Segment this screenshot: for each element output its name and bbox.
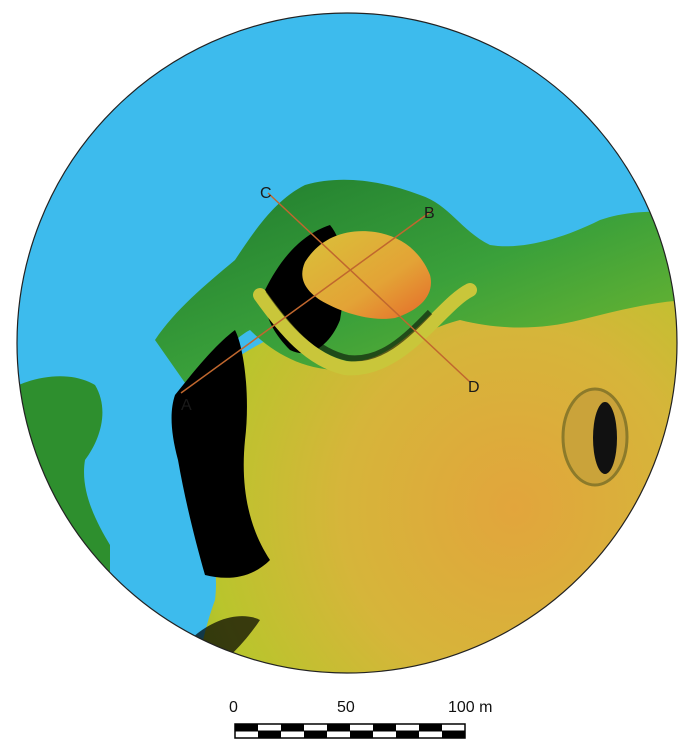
profile-line-a-b (180, 209, 434, 394)
scale-segment (235, 724, 258, 731)
scale-label-100m: 100 m (448, 699, 492, 716)
scale-segment (396, 731, 419, 738)
scale-segment (281, 724, 304, 731)
scale-segment (304, 731, 327, 738)
profile-line-c-d (267, 192, 471, 383)
point-label-d: D (468, 379, 480, 396)
scale-segment (350, 731, 373, 738)
scale-label-50: 50 (337, 699, 355, 716)
scale-segment (419, 724, 442, 731)
point-label-c: C (260, 185, 272, 202)
scale-segment (327, 724, 350, 731)
western-shadow (171, 330, 270, 578)
scale-segment (373, 724, 396, 731)
ditch-shadow (265, 288, 433, 362)
scale-label-0: 0 (229, 699, 238, 716)
point-label-a: A (181, 397, 192, 414)
scale-segment (258, 731, 281, 738)
scale-segment (442, 731, 465, 738)
crater-shadow (593, 402, 617, 474)
fort-summit (302, 231, 431, 319)
point-label-b: B (424, 205, 435, 222)
embankment-arc (253, 283, 477, 376)
map-border (16, 12, 678, 674)
scale-bar: 0 50 100 m (229, 699, 492, 739)
